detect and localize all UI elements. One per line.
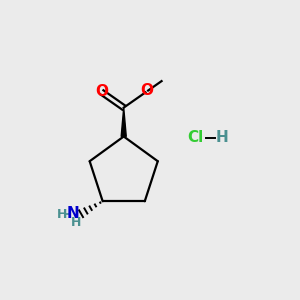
- Polygon shape: [121, 108, 126, 136]
- Text: H: H: [57, 208, 67, 221]
- Text: N: N: [67, 206, 79, 221]
- Text: O: O: [140, 83, 153, 98]
- Text: H: H: [215, 130, 228, 145]
- Text: H: H: [71, 215, 82, 229]
- Text: Cl: Cl: [187, 130, 203, 145]
- Text: O: O: [95, 84, 109, 99]
